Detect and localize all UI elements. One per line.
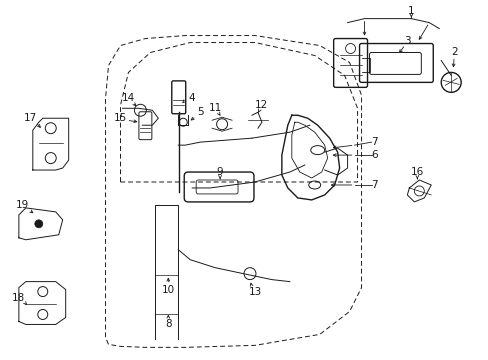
Text: 11: 11 — [208, 103, 221, 113]
Text: 13: 13 — [248, 287, 261, 297]
Text: 1: 1 — [407, 6, 414, 15]
Text: 8: 8 — [164, 319, 171, 329]
Text: 4: 4 — [188, 93, 195, 103]
Text: 9: 9 — [216, 167, 223, 177]
Text: 12: 12 — [255, 100, 268, 110]
Text: 7: 7 — [370, 180, 377, 190]
Text: 3: 3 — [403, 36, 410, 46]
Text: 17: 17 — [24, 113, 38, 123]
Text: 15: 15 — [114, 113, 127, 123]
Circle shape — [35, 220, 42, 228]
Text: 19: 19 — [16, 200, 29, 210]
Text: 10: 10 — [162, 284, 175, 294]
Text: 5: 5 — [197, 107, 203, 117]
Text: 14: 14 — [122, 93, 135, 103]
Text: 7: 7 — [370, 137, 377, 147]
Text: 2: 2 — [450, 48, 457, 58]
Text: 6: 6 — [370, 150, 377, 160]
Text: 16: 16 — [410, 167, 423, 177]
Text: 18: 18 — [12, 293, 25, 302]
